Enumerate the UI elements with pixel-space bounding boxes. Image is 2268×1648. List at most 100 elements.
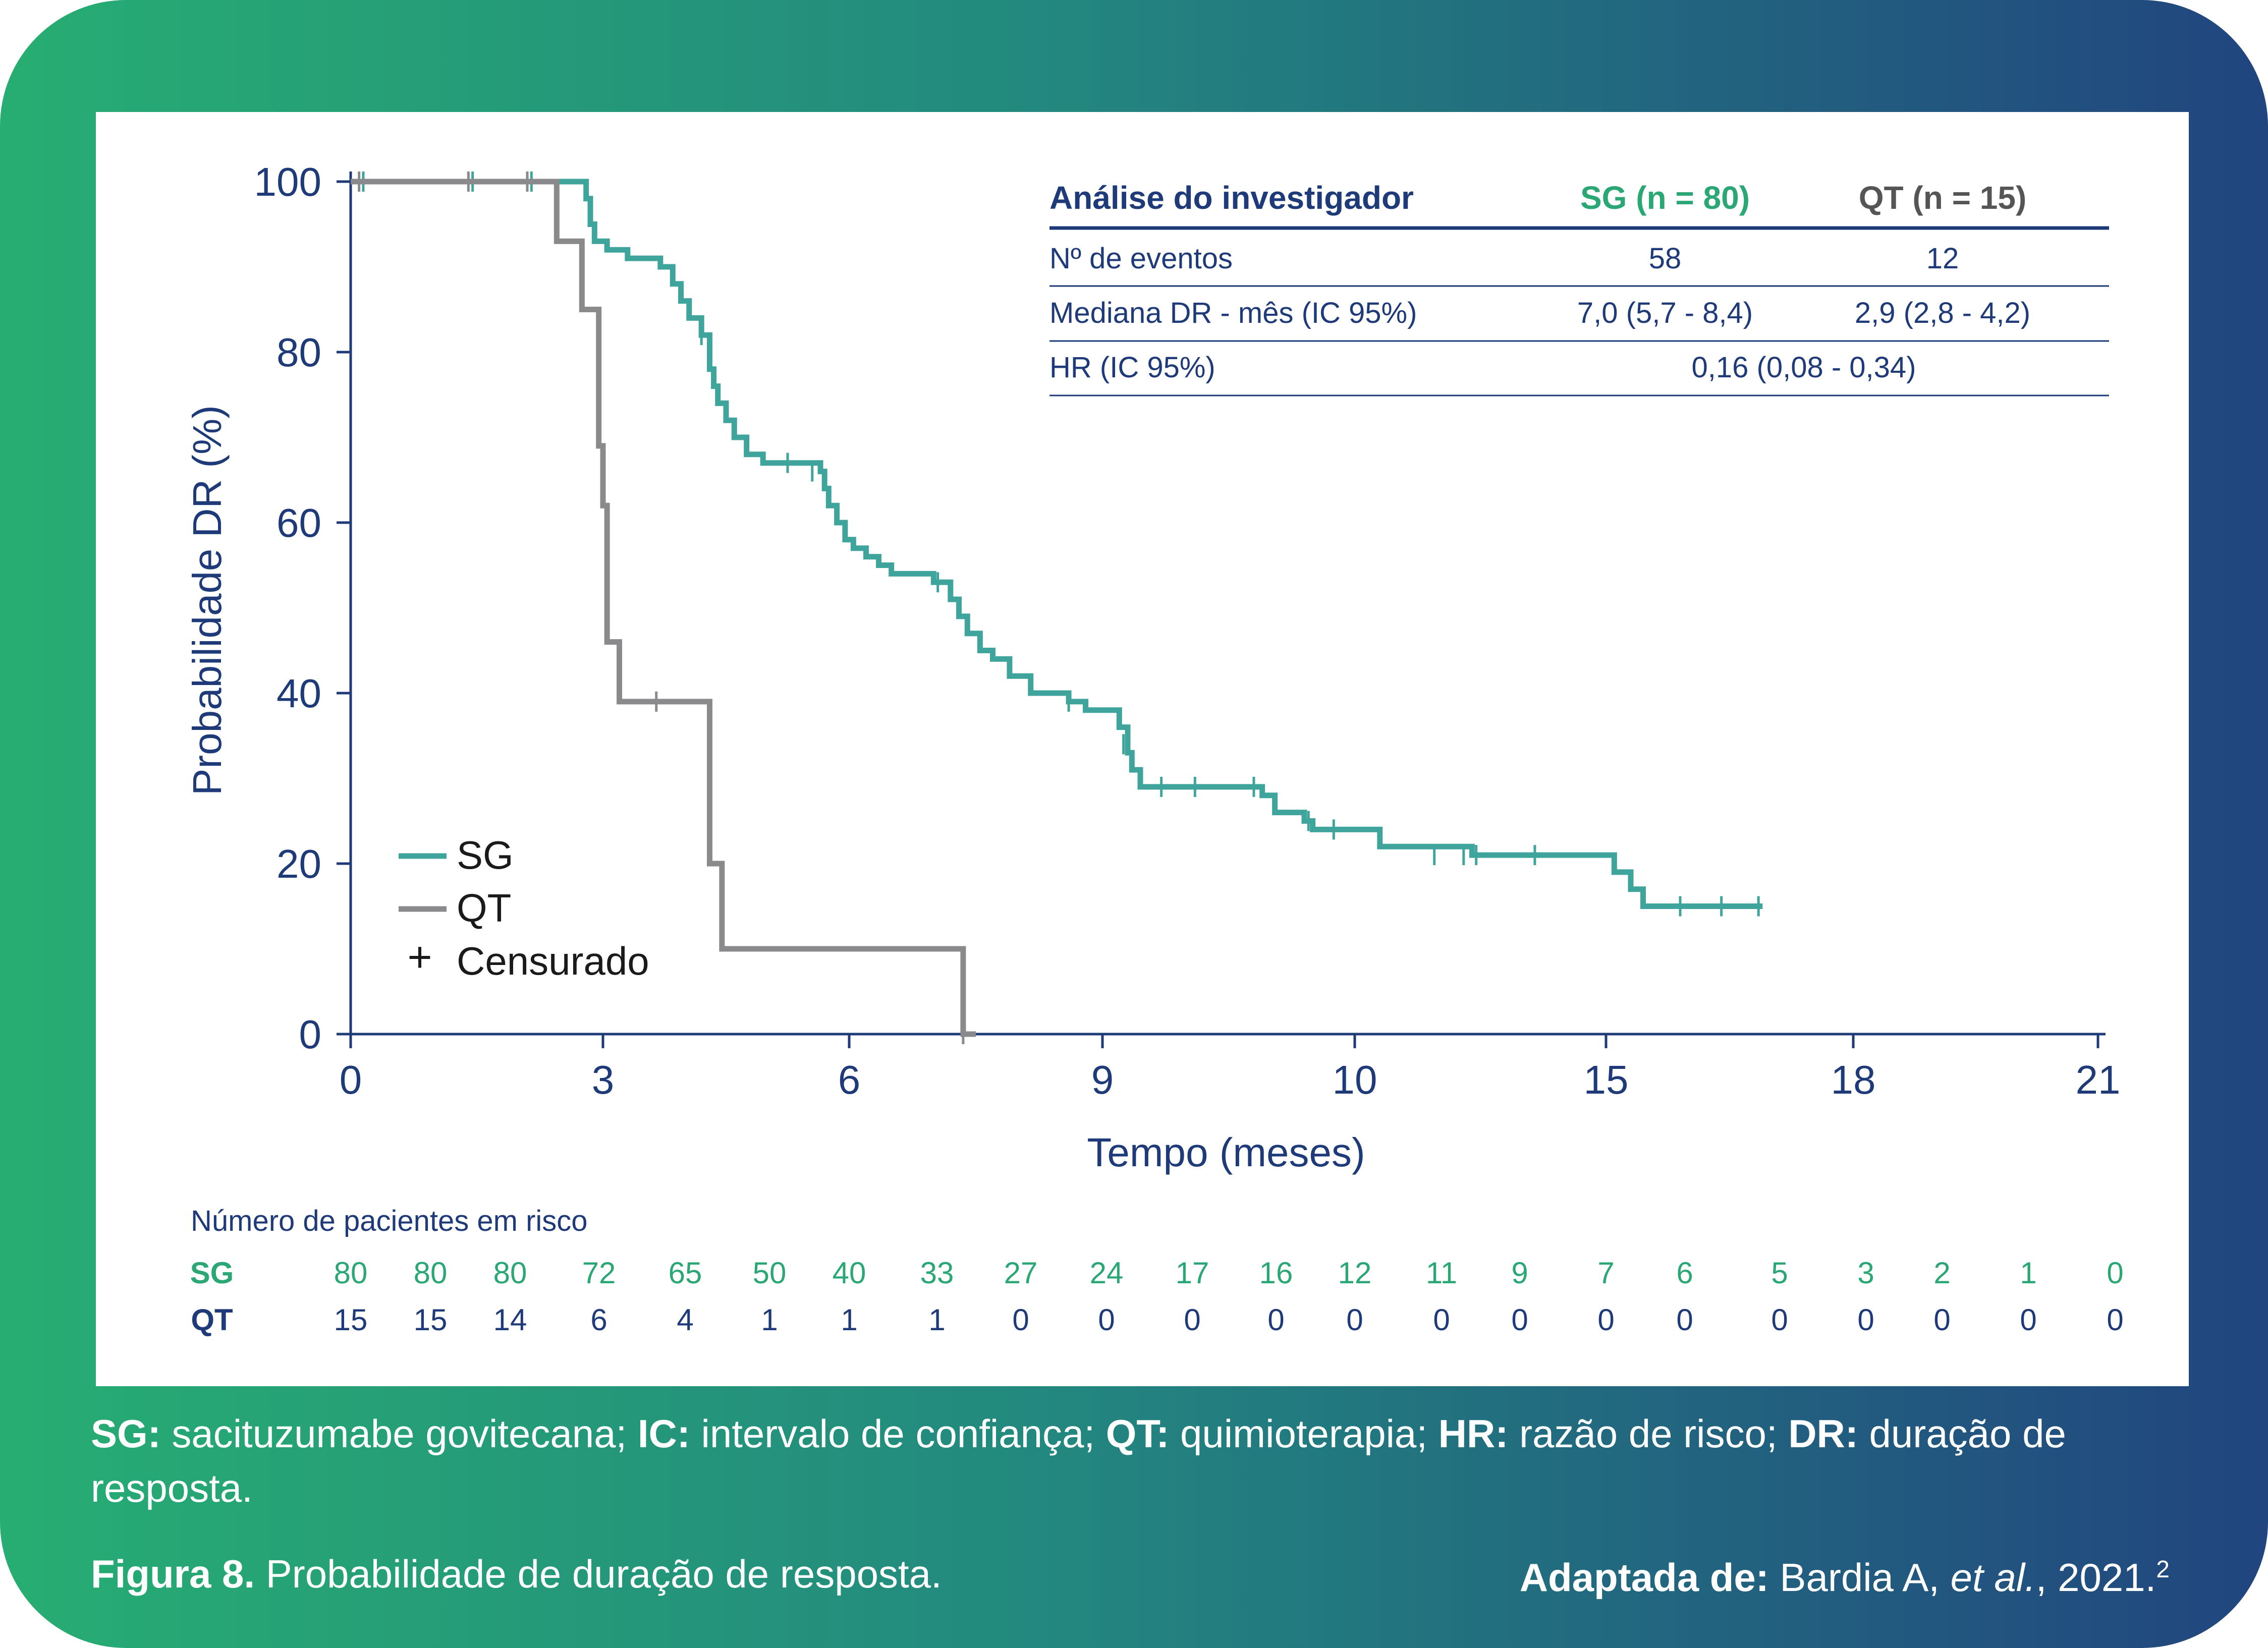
at-risk-value-sg: 80	[414, 1256, 448, 1290]
y-axis-title: Probabilidade DR (%)	[185, 405, 230, 795]
at-risk-value-sg: 24	[1090, 1256, 1124, 1290]
at-risk-value-sg: 5	[1771, 1256, 1788, 1290]
at-risk-value-sg: 16	[1259, 1256, 1293, 1290]
abbr-definition: intervalo de confiança;	[690, 1411, 1106, 1456]
at-risk-value-qt: 0	[1933, 1303, 1950, 1337]
table-row-label: HR (IC 95%)	[1049, 351, 1215, 384]
at-risk-value-sg: 0	[2107, 1256, 2123, 1290]
x-tick-label: 10	[1333, 1057, 1377, 1102]
at-risk-value-sg: 50	[753, 1256, 787, 1290]
at-risk-value-sg: 6	[1676, 1256, 1693, 1290]
at-risk-value-qt: 4	[677, 1303, 693, 1337]
source-ref: 2	[2156, 1556, 2170, 1583]
y-tick-label: 80	[276, 330, 321, 375]
at-risk-value-sg: 1	[2020, 1256, 2036, 1290]
table-cell-sg: 7,0 (5,7 - 8,4)	[1577, 297, 1753, 329]
x-tick-label: 9	[1091, 1057, 1114, 1102]
at-risk-value-qt: 0	[2020, 1303, 2036, 1337]
x-tick-label: 0	[340, 1057, 362, 1102]
x-tick-label: 15	[1584, 1057, 1629, 1102]
at-risk-value-sg: 72	[582, 1256, 616, 1290]
at-risk-value-qt: 0	[1771, 1303, 1788, 1337]
at-risk-value-qt: 0	[1346, 1303, 1363, 1337]
source-label: Adaptada de:	[1519, 1555, 1769, 1600]
y-tick-label: 20	[276, 841, 321, 886]
abbr-term: DR:	[1788, 1411, 1858, 1456]
table-row-label: Nº de eventos	[1049, 242, 1233, 275]
figure-title: Probabilidade de duração de resposta.	[255, 1552, 942, 1596]
at-risk-value-sg: 80	[493, 1256, 527, 1290]
at-risk-value-qt: 0	[1597, 1303, 1614, 1337]
at-risk-value-qt: 6	[590, 1303, 607, 1337]
series-line-qt	[351, 179, 976, 1037]
x-tick-label: 6	[838, 1057, 861, 1102]
at-risk-value-qt: 0	[1676, 1303, 1693, 1337]
abbr-definition: sacituzumabe govitecana;	[160, 1411, 638, 1456]
table-row-label: Mediana DR - mês (IC 95%)	[1049, 297, 1417, 329]
abbr-definition: duração de resposta.	[91, 1411, 2066, 1510]
y-tick-label: 0	[299, 1012, 322, 1057]
source-caption: Adaptada de: Bardia A, et al., 2021.2	[1520, 1543, 2170, 1605]
abbr-term: IC:	[637, 1411, 690, 1456]
at-risk-value-qt: 15	[334, 1303, 368, 1337]
abbr-term: HR:	[1438, 1411, 1509, 1456]
table-cell-hr: 0,16 (0,08 - 0,34)	[1692, 351, 1916, 384]
at-risk-value-qt: 1	[841, 1303, 857, 1337]
table-cell-qt: 2,9 (2,8 - 4,2)	[1855, 297, 2030, 329]
source-year: , 2021.	[2035, 1555, 2156, 1600]
at-risk-value-qt: 0	[1098, 1303, 1115, 1337]
at-risk-group-label-sg: SG	[190, 1256, 234, 1290]
at-risk-value-qt: 15	[414, 1303, 448, 1337]
abbr-term: QT:	[1105, 1411, 1170, 1456]
at-risk-value-qt: 0	[1857, 1303, 1874, 1337]
legend-label-qt: QT	[457, 886, 511, 930]
y-tick-label: 60	[276, 500, 321, 545]
table-cell-sg: 58	[1649, 242, 1682, 275]
abbreviations-caption: SG: sacituzumabe govitecana; IC: interva…	[91, 1406, 2185, 1515]
chart-panel: 0 20 40 60 80 100 0 3 6 9 10 15 18 21 Tempo (meses) Pro…	[96, 112, 2189, 1386]
legend-label-censored: Censurado	[457, 939, 649, 983]
at-risk-title: Número de pacientes em risco	[191, 1205, 588, 1237]
x-tick-label: 18	[1831, 1057, 1876, 1102]
at-risk-value-qt: 0	[1433, 1303, 1450, 1337]
at-risk-value-qt: 0	[1184, 1303, 1200, 1337]
at-risk-value-sg: 17	[1176, 1256, 1209, 1290]
at-risk-value-sg: 27	[1004, 1256, 1038, 1290]
y-tick-label: 40	[276, 671, 321, 716]
at-risk-group-label-qt: QT	[191, 1303, 233, 1337]
at-risk-value-sg: 9	[1511, 1256, 1528, 1290]
series-line-sg	[351, 179, 1763, 909]
legend-censor-symbol: +	[407, 933, 432, 981]
figure-caption: Figura 8. Probabilidade de duração de re…	[91, 1547, 942, 1601]
at-risk-value-qt: 1	[928, 1303, 945, 1337]
table-header-sg: SG (n = 80)	[1580, 180, 1750, 216]
x-tick-label: 3	[592, 1057, 615, 1102]
at-risk-value-sg: 12	[1338, 1256, 1372, 1290]
at-risk-value-sg: 7	[1597, 1256, 1614, 1290]
at-risk-value-qt: 14	[493, 1303, 527, 1337]
at-risk-value-qt: 0	[2107, 1303, 2123, 1337]
at-risk-value-sg: 3	[1857, 1256, 1874, 1290]
at-risk-value-sg: 33	[920, 1256, 954, 1290]
at-risk-value-sg: 2	[1933, 1256, 1950, 1290]
abbr-definition: quimioterapia;	[1169, 1411, 1439, 1456]
y-tick-label: 100	[254, 159, 321, 204]
at-risk-value-sg: 40	[833, 1256, 866, 1290]
at-risk-value-qt: 0	[1267, 1303, 1284, 1337]
table-header-qt: QT (n = 15)	[1859, 180, 2027, 216]
at-risk-value-qt: 0	[1511, 1303, 1528, 1337]
figure-label: Figura 8.	[91, 1552, 255, 1596]
legend-label-sg: SG	[457, 833, 514, 877]
abbr-definition: razão de risco;	[1508, 1411, 1789, 1456]
at-risk-value-sg: 65	[669, 1256, 702, 1290]
source-author: Bardia A,	[1768, 1555, 1951, 1600]
x-axis-title: Tempo (meses)	[1087, 1130, 1365, 1175]
source-etal: et al.	[1950, 1555, 2036, 1600]
at-risk-value-sg: 80	[334, 1256, 368, 1290]
table-cell-qt: 12	[1926, 242, 1959, 275]
at-risk-value-sg: 11	[1426, 1256, 1457, 1290]
at-risk-value-qt: 1	[761, 1303, 778, 1337]
x-tick-label: 21	[2076, 1057, 2121, 1102]
